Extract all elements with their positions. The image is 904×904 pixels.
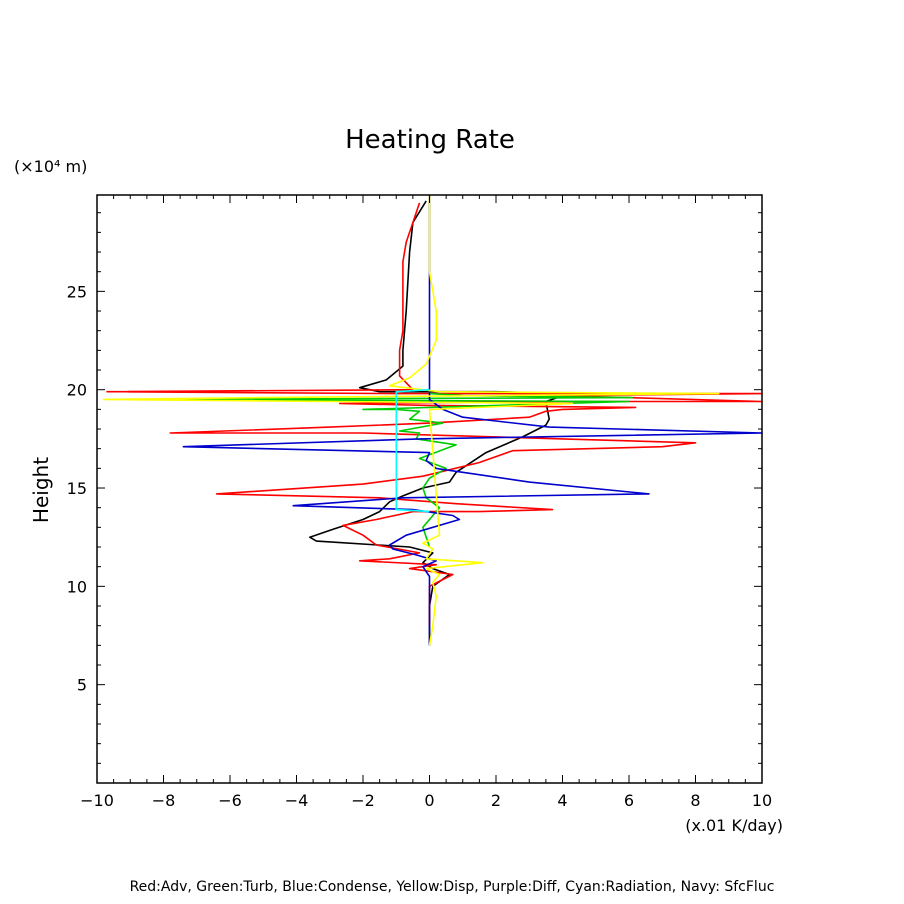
plot-frame xyxy=(96,194,763,784)
y-axis-label: Height xyxy=(29,457,53,523)
x-axis-unit: (x.01 K/day) xyxy=(685,816,783,835)
y-tick-label: 20 xyxy=(67,381,87,400)
y-tick-label: 15 xyxy=(67,479,87,498)
x-tick-label: −2 xyxy=(351,791,375,810)
x-tick-label: −6 xyxy=(218,791,242,810)
x-tick-label: −10 xyxy=(80,791,114,810)
x-tick-label: 8 xyxy=(690,791,700,810)
x-tick-label: 6 xyxy=(624,791,634,810)
x-tick-label: 0 xyxy=(424,791,434,810)
y-tick-label: 5 xyxy=(77,676,87,695)
x-tick-label: −4 xyxy=(285,791,309,810)
x-tick-label: 10 xyxy=(752,791,772,810)
y-tick-label: 25 xyxy=(67,282,87,301)
y-axis-unit: (×10⁴ m) xyxy=(14,157,87,176)
series-line-5 xyxy=(102,195,720,646)
legend-text: Red:Adv, Green:Turb, Blue:Condense, Yell… xyxy=(130,879,775,895)
x-tick-label: 4 xyxy=(557,791,567,810)
series-line-6 xyxy=(395,388,430,513)
ticks-layer: −10 −8 −6 −4 −2 0 2 4 6 8 10 5 10 15 20 25 xyxy=(67,195,772,810)
series-layer xyxy=(102,195,763,646)
series-line-3 xyxy=(146,389,634,548)
series-line-4 xyxy=(182,195,763,646)
x-tick-label: −8 xyxy=(152,791,176,810)
series-line-2 xyxy=(106,202,763,626)
y-tick-label: 10 xyxy=(67,577,87,596)
x-tick-label: 2 xyxy=(491,791,501,810)
chart-title: Heating Rate xyxy=(345,125,515,155)
